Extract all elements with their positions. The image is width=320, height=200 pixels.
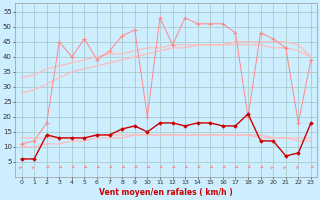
X-axis label: Vent moyen/en rafales ( km/h ): Vent moyen/en rafales ( km/h ) (100, 188, 233, 197)
